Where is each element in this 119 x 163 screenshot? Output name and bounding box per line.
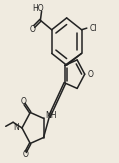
Text: O: O [30, 25, 36, 34]
Text: O: O [22, 150, 28, 159]
Text: O: O [87, 70, 93, 79]
Text: O: O [21, 96, 27, 106]
Text: NH: NH [45, 111, 57, 120]
Text: HO: HO [32, 4, 44, 13]
Text: Cl: Cl [90, 24, 97, 33]
Text: N: N [14, 123, 19, 133]
